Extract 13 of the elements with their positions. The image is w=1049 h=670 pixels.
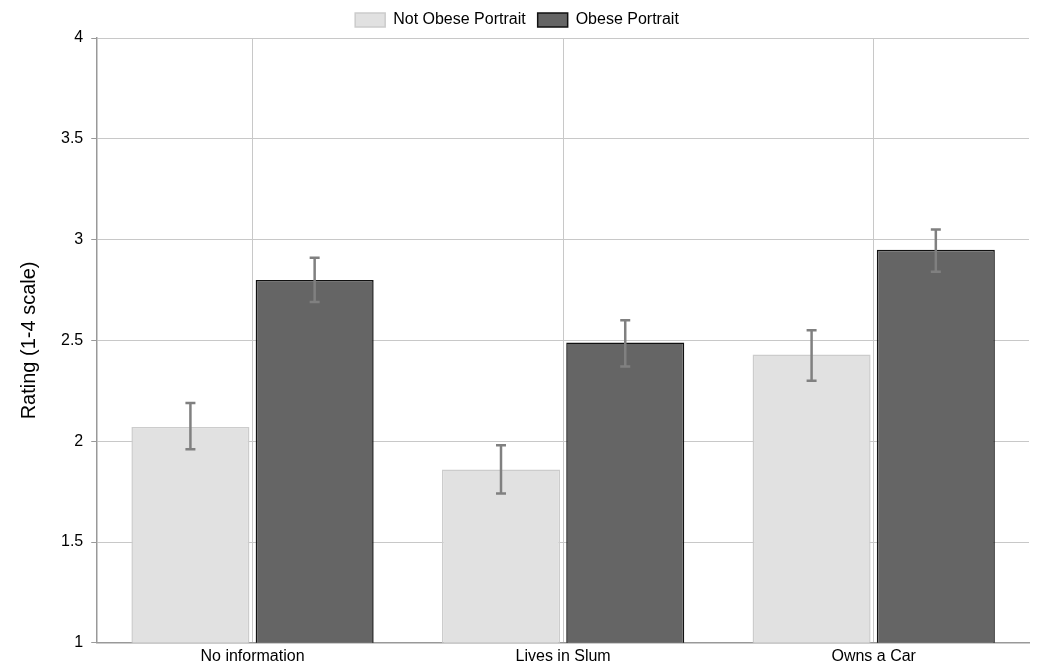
- y-tick-label: 1.5: [60, 532, 84, 550]
- y-tick-label: 2.5: [60, 330, 84, 348]
- y-tick-label: 1: [74, 633, 84, 651]
- legend-label: Obese Portrait: [575, 10, 680, 28]
- x-tick-label: Lives in Slum: [515, 646, 611, 664]
- legend-label: Not Obese Portrait: [393, 10, 527, 28]
- y-tick-label: 3: [74, 230, 84, 248]
- y-tick-label: 3.5: [60, 129, 84, 147]
- x-tick-label: No information: [200, 646, 305, 664]
- y-axis-title: Rating (1-4 scale): [16, 261, 39, 420]
- y-tick-label: 4: [74, 28, 84, 46]
- y-tick-label: 2: [74, 431, 84, 449]
- x-tick-label: Owns a Car: [831, 646, 917, 664]
